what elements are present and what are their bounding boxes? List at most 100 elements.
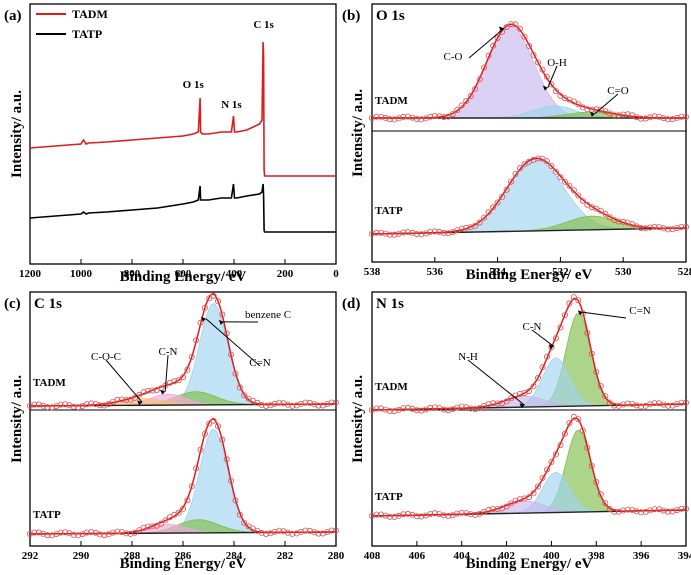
data-point-marker (638, 509, 645, 516)
data-point-marker (57, 529, 64, 536)
data-point-marker (620, 507, 627, 514)
data-point-marker (508, 178, 515, 185)
peak-arrow (531, 329, 554, 347)
data-point-marker (418, 407, 425, 414)
data-point-marker (499, 193, 506, 200)
data-point-marker (454, 510, 461, 517)
data-point-marker (683, 113, 690, 120)
peak-arrow (205, 318, 261, 367)
data-point-marker (602, 210, 609, 217)
data-point-marker (114, 528, 121, 535)
data-point-marker (391, 514, 398, 521)
data-point-marker (575, 192, 582, 199)
peak-label: C=N (629, 305, 651, 317)
peak-arrow (582, 311, 627, 319)
data-point-marker (219, 311, 226, 318)
data-point-marker (463, 224, 470, 231)
data-point-marker (144, 387, 151, 394)
data-point-marker (140, 389, 147, 396)
data-point-marker (445, 407, 452, 414)
data-point-marker (44, 532, 51, 539)
data-point-marker (561, 430, 568, 437)
fit-envelope-line (30, 418, 336, 535)
data-point-marker (611, 508, 618, 515)
data-point-marker (368, 115, 375, 122)
data-point-marker (328, 527, 335, 534)
data-point-marker (413, 407, 420, 414)
data-point-marker (289, 530, 296, 537)
data-point-marker (391, 408, 398, 415)
data-point-marker (377, 229, 384, 236)
x-tick-label: 284 (226, 550, 243, 562)
panel-c-letter: (c) (4, 296, 21, 312)
data-point-marker (552, 88, 559, 95)
panel-a-letter: (a) (4, 8, 22, 24)
data-point-marker (276, 527, 283, 534)
data-point-marker (70, 531, 77, 538)
data-point-marker (503, 186, 510, 193)
data-point-marker (324, 400, 331, 407)
x-tick-label: 530 (615, 266, 632, 278)
data-point-marker (418, 513, 425, 520)
data-point-marker (210, 417, 217, 424)
data-point-marker (454, 404, 461, 411)
x-tick-label: 288 (124, 550, 141, 562)
data-point-marker (633, 402, 640, 409)
peak-arrow-head (218, 319, 224, 325)
data-point-marker (638, 403, 645, 410)
data-point-marker (26, 402, 33, 409)
data-point-marker (651, 223, 658, 230)
data-point-marker (382, 406, 389, 413)
data-point-marker (328, 399, 335, 406)
data-point-marker (660, 401, 667, 408)
peak-arrow-head (160, 389, 166, 395)
data-point-marker (620, 218, 627, 225)
data-point-marker (232, 497, 239, 504)
data-point-marker (315, 530, 322, 537)
x-tick-label: 398 (588, 550, 605, 562)
data-point-marker (368, 230, 375, 237)
data-point-marker (674, 114, 681, 121)
data-point-marker (31, 529, 38, 536)
fit-envelope-line (372, 23, 686, 119)
data-point-marker (214, 298, 221, 305)
data-point-marker (472, 511, 479, 518)
data-point-marker (593, 368, 600, 375)
data-point-marker (548, 458, 555, 465)
peak-arrow (164, 354, 169, 392)
component-peak (29, 428, 337, 535)
data-point-marker (197, 446, 204, 453)
panel-d-ticks: 408 406 404 402 400 398 396 394 (364, 541, 691, 562)
data-point-marker (494, 505, 501, 512)
data-point-marker (118, 396, 125, 403)
data-point-marker (377, 113, 384, 120)
data-point-marker (665, 508, 672, 515)
data-point-marker (92, 400, 99, 407)
data-point-marker (463, 510, 470, 517)
x-tick-label: 402 (498, 550, 515, 562)
panel-d-ylabel: Intensity/ a.u. (350, 375, 366, 463)
data-point-marker (324, 529, 331, 536)
data-point-marker (683, 505, 690, 512)
data-point-marker (75, 532, 82, 539)
x-tick-label: 532 (552, 266, 569, 278)
data-point-marker (386, 231, 393, 238)
data-point-marker (467, 405, 474, 412)
data-point-marker (633, 508, 640, 515)
data-point-marker (263, 531, 270, 538)
peak-label: benzene C (245, 309, 291, 321)
data-point-marker (373, 229, 380, 236)
peak-label: C 1s (253, 19, 274, 31)
data-point-marker (566, 182, 573, 189)
data-point-marker (570, 294, 577, 301)
data-point-marker (678, 399, 685, 406)
data-point-marker (400, 405, 407, 412)
data-point-marker (427, 228, 434, 235)
data-point-marker (557, 442, 564, 449)
data-point-marker (665, 116, 672, 123)
data-point-marker (382, 114, 389, 121)
x-tick-label: 400 (543, 550, 560, 562)
data-point-marker (210, 292, 217, 299)
data-point-marker (413, 116, 420, 123)
data-point-marker (517, 390, 524, 397)
